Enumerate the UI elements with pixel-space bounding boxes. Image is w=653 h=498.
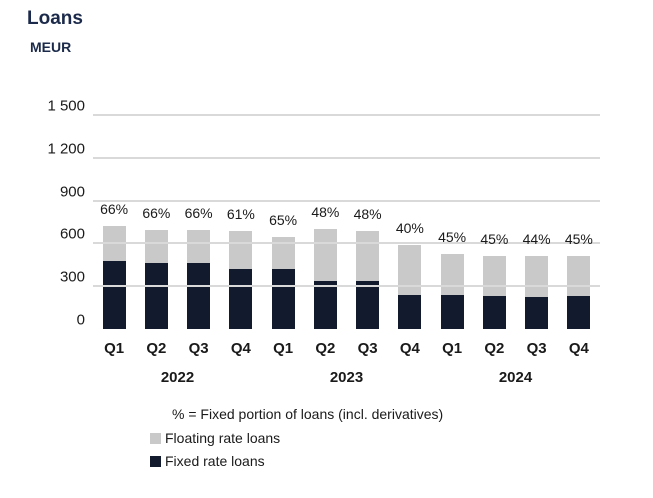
x-tick-label: Q1: [273, 340, 294, 357]
y-tick-label: 1 500: [47, 97, 85, 115]
bar-segment-floating: [356, 230, 380, 282]
bar-segment-floating: [567, 256, 591, 297]
plot-area: 0 300 600 900 1 200 1 500 66% Q1 66% Q2 66% Q3 61% Q4…: [47, 98, 600, 386]
bar-percent-label: 48%: [311, 204, 340, 221]
fixed-rate-swatch-icon: [150, 455, 161, 467]
chart-unit-label: MEUR: [30, 39, 72, 55]
x-tick-label: Q3: [526, 340, 547, 357]
x-tick-label: Q1: [442, 340, 463, 357]
bar-segment-floating: [398, 244, 422, 296]
year-label: 2023: [329, 369, 364, 386]
y-tick-label: 300: [59, 268, 85, 286]
legend-note: % = Fixed portion of loans (incl. deriva…: [172, 406, 444, 422]
bar-segment-fixed: [567, 296, 591, 329]
x-tick-label: Q1: [104, 340, 125, 357]
x-tick-label: Q3: [188, 340, 209, 357]
bar-segment-fixed: [187, 263, 211, 329]
bar-segment-fixed: [271, 269, 295, 329]
x-tick-label: Q2: [315, 340, 336, 357]
gridline: [93, 242, 600, 245]
x-tick-label: Q2: [484, 340, 505, 357]
y-tick-label: 0: [76, 311, 85, 329]
bar-segment-fixed: [229, 269, 253, 329]
bar-percent-label: 65%: [269, 211, 298, 228]
bar-segment-floating: [144, 229, 168, 264]
legend: % = Fixed portion of loans (incl. deriva…: [150, 406, 443, 476]
legend-item-label: Fixed rate loans: [165, 453, 265, 469]
x-tick-label: Q4: [399, 340, 420, 357]
bar-percent-label: 66%: [184, 204, 213, 221]
bar-percent-label: 48%: [353, 205, 382, 222]
bar-percent-label: 45%: [564, 231, 593, 248]
bar-segment-floating: [187, 229, 211, 264]
bar-segment-fixed: [102, 260, 126, 329]
gridline: [93, 199, 600, 202]
bar-segment-fixed: [398, 295, 422, 329]
legend-item-floating: Floating rate loans: [150, 430, 443, 446]
x-tick-label: Q4: [568, 340, 589, 357]
bar-percent-label: 66%: [142, 204, 171, 221]
bar-percent-label: 66%: [100, 200, 129, 217]
bar-percent-label: 44%: [522, 231, 551, 248]
bar-segment-floating: [482, 256, 506, 297]
y-tick-label: 600: [59, 225, 85, 243]
bar-percent-label: 45%: [438, 229, 467, 246]
x-tick-label: Q3: [357, 340, 378, 357]
y-tick-label: 1 200: [47, 140, 85, 158]
year-label: 2022: [160, 369, 195, 386]
bar-percent-label: 40%: [395, 219, 424, 236]
legend-item-label: Floating rate loans: [165, 430, 281, 446]
bar-segment-floating: [271, 237, 295, 270]
bar-percent-label: 61%: [226, 206, 255, 223]
bar-segment-fixed: [356, 281, 380, 329]
bar-segment-floating: [313, 229, 337, 282]
legend-item-fixed: Fixed rate loans: [150, 453, 443, 469]
bar-segment-floating: [229, 231, 253, 270]
gridline: [93, 285, 600, 288]
bar-segment-fixed: [313, 281, 337, 329]
bar-segment-fixed: [482, 296, 506, 329]
x-tick-label: Q2: [146, 340, 167, 357]
bar-percent-label: 45%: [480, 231, 509, 248]
y-tick-label: 900: [59, 183, 85, 201]
gridline: [93, 156, 600, 159]
x-tick-label: Q4: [230, 340, 251, 357]
gridline: [93, 114, 600, 116]
bar-segment-floating: [440, 254, 464, 296]
year-label: 2024: [498, 369, 533, 386]
chart-title: Loans: [27, 8, 83, 29]
bar-segment-fixed: [525, 296, 549, 329]
floating-rate-swatch-icon: [150, 432, 161, 444]
bar-segment-floating: [525, 256, 549, 297]
bar-segment-fixed: [144, 263, 168, 329]
bar-segment-fixed: [440, 295, 464, 329]
